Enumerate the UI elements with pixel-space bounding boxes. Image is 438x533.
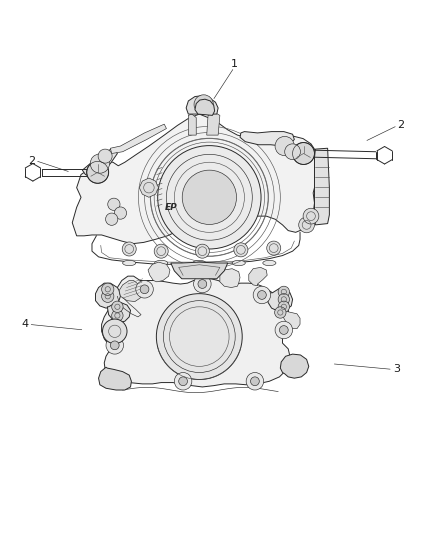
Circle shape	[112, 301, 123, 312]
Polygon shape	[119, 280, 142, 302]
Polygon shape	[220, 269, 240, 287]
Ellipse shape	[155, 260, 168, 265]
Circle shape	[136, 280, 153, 298]
Polygon shape	[95, 283, 120, 308]
Circle shape	[102, 290, 114, 302]
Polygon shape	[207, 112, 220, 135]
Polygon shape	[110, 124, 166, 154]
Polygon shape	[249, 268, 267, 286]
Circle shape	[87, 161, 109, 183]
Circle shape	[303, 208, 319, 224]
Circle shape	[246, 373, 264, 390]
Circle shape	[158, 146, 261, 249]
Polygon shape	[72, 114, 321, 244]
Polygon shape	[268, 288, 293, 311]
Polygon shape	[171, 262, 228, 279]
Circle shape	[251, 377, 259, 386]
Circle shape	[253, 286, 271, 304]
Text: 3: 3	[393, 365, 400, 374]
Polygon shape	[240, 132, 294, 146]
Circle shape	[140, 285, 149, 294]
Circle shape	[279, 326, 288, 334]
Circle shape	[198, 280, 207, 288]
Circle shape	[278, 301, 290, 312]
Circle shape	[174, 373, 192, 390]
Text: EP: EP	[164, 203, 177, 212]
Circle shape	[108, 198, 120, 211]
Circle shape	[258, 290, 266, 300]
Polygon shape	[283, 311, 300, 329]
Circle shape	[110, 341, 119, 350]
Circle shape	[299, 217, 314, 233]
Circle shape	[194, 275, 211, 293]
Circle shape	[156, 294, 242, 379]
Ellipse shape	[263, 260, 276, 265]
Circle shape	[179, 377, 187, 386]
Polygon shape	[186, 96, 218, 114]
Circle shape	[114, 207, 127, 219]
Circle shape	[106, 213, 118, 225]
Circle shape	[275, 136, 294, 156]
Circle shape	[234, 243, 248, 257]
Circle shape	[293, 142, 314, 165]
Polygon shape	[188, 114, 196, 135]
Text: 1: 1	[231, 59, 238, 69]
Ellipse shape	[193, 260, 206, 265]
Circle shape	[112, 310, 123, 321]
Circle shape	[182, 170, 237, 224]
Polygon shape	[139, 178, 159, 197]
Polygon shape	[195, 99, 215, 115]
Text: 4: 4	[21, 319, 28, 329]
Polygon shape	[99, 367, 131, 390]
Polygon shape	[280, 354, 309, 378]
Polygon shape	[107, 302, 131, 322]
Circle shape	[267, 241, 281, 255]
Circle shape	[278, 294, 290, 305]
Polygon shape	[102, 276, 290, 387]
Polygon shape	[314, 148, 329, 225]
Polygon shape	[82, 148, 117, 179]
Circle shape	[102, 319, 127, 344]
Circle shape	[102, 283, 114, 295]
Ellipse shape	[232, 260, 245, 265]
Circle shape	[90, 154, 110, 173]
Ellipse shape	[123, 260, 136, 265]
Circle shape	[195, 244, 209, 258]
Circle shape	[285, 144, 300, 159]
Circle shape	[275, 321, 293, 339]
Circle shape	[154, 244, 168, 258]
Circle shape	[106, 336, 124, 354]
Polygon shape	[148, 262, 170, 282]
Circle shape	[98, 149, 112, 163]
Circle shape	[278, 286, 290, 297]
Circle shape	[194, 95, 213, 114]
Text: 2: 2	[397, 120, 404, 131]
Circle shape	[275, 307, 286, 318]
Text: 2: 2	[28, 156, 35, 166]
Circle shape	[122, 242, 136, 256]
